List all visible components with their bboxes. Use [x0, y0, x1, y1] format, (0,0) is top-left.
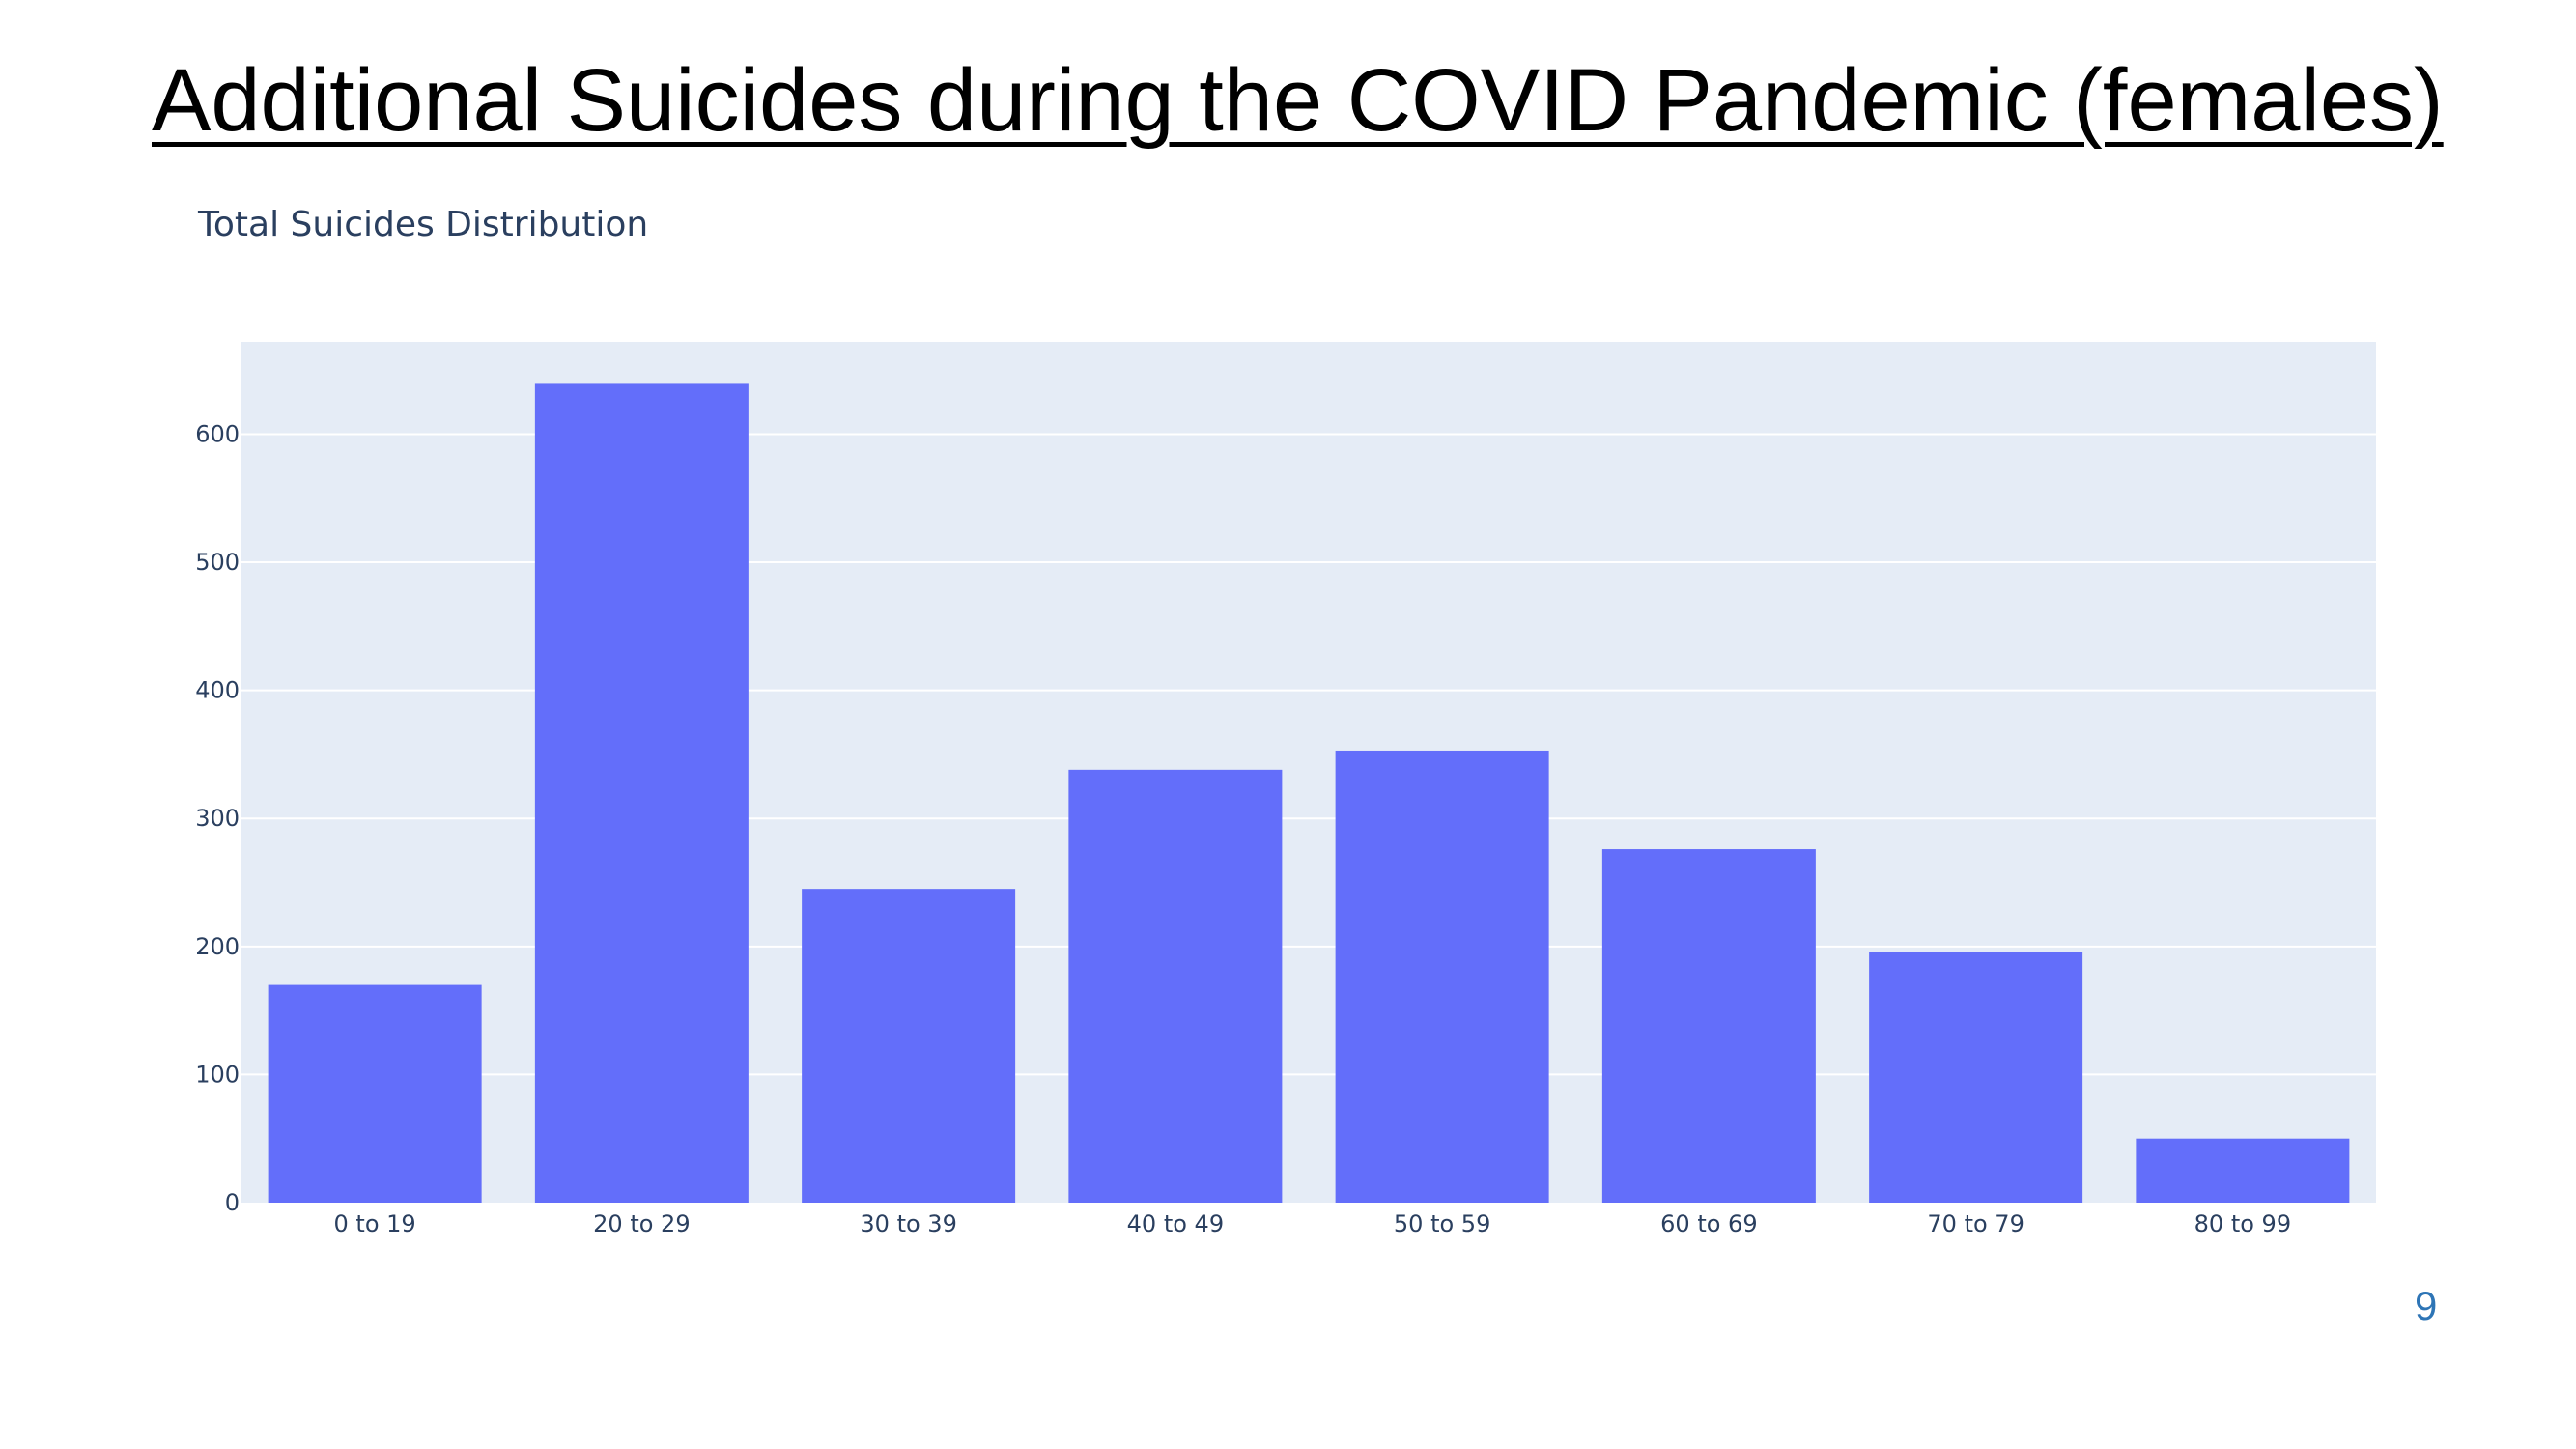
- y-tick-label: 100: [195, 1061, 240, 1088]
- x-tick-label: 60 to 69: [1660, 1210, 1757, 1237]
- y-tick-label: 300: [195, 805, 240, 832]
- bar-50-to-59: [1335, 750, 1549, 1203]
- x-tick-label: 70 to 79: [1927, 1210, 2024, 1237]
- x-tick-label: 20 to 29: [593, 1210, 690, 1237]
- bar-30-to-39: [802, 889, 1016, 1203]
- slide-title: Additional Suicides during the COVID Pan…: [152, 51, 2444, 150]
- y-tick-label: 0: [225, 1189, 240, 1216]
- x-tick-label: 0 to 19: [334, 1210, 416, 1237]
- x-tick-label: 80 to 99: [2194, 1210, 2291, 1237]
- x-axis-ticks: 0 to 19 20 to 29 30 to 39 40 to 49 50 to 59 6…: [334, 1210, 2292, 1237]
- bar-70-to-79: [1869, 952, 2083, 1203]
- x-tick-label: 30 to 39: [860, 1210, 956, 1237]
- bar-60-to-69: [1601, 849, 1816, 1203]
- y-tick-label: 600: [195, 420, 240, 447]
- y-axis-ticks: 0 100 200 300 400 500 600: [195, 420, 240, 1216]
- y-tick-label: 200: [195, 933, 240, 960]
- bar-80-to-99: [2136, 1138, 2350, 1203]
- chart-title: Total Suicides Distribution: [198, 205, 649, 244]
- bar-20-to-29: [534, 383, 749, 1203]
- x-tick-label: 40 to 49: [1127, 1210, 1224, 1237]
- x-tick-label: 50 to 59: [1394, 1210, 1490, 1237]
- bar-0-to-19: [268, 984, 482, 1203]
- page-number: 9: [2415, 1283, 2438, 1328]
- bar-40-to-49: [1068, 769, 1283, 1203]
- bars: [268, 383, 2350, 1203]
- y-tick-label: 500: [195, 549, 240, 576]
- y-tick-label: 400: [195, 677, 240, 704]
